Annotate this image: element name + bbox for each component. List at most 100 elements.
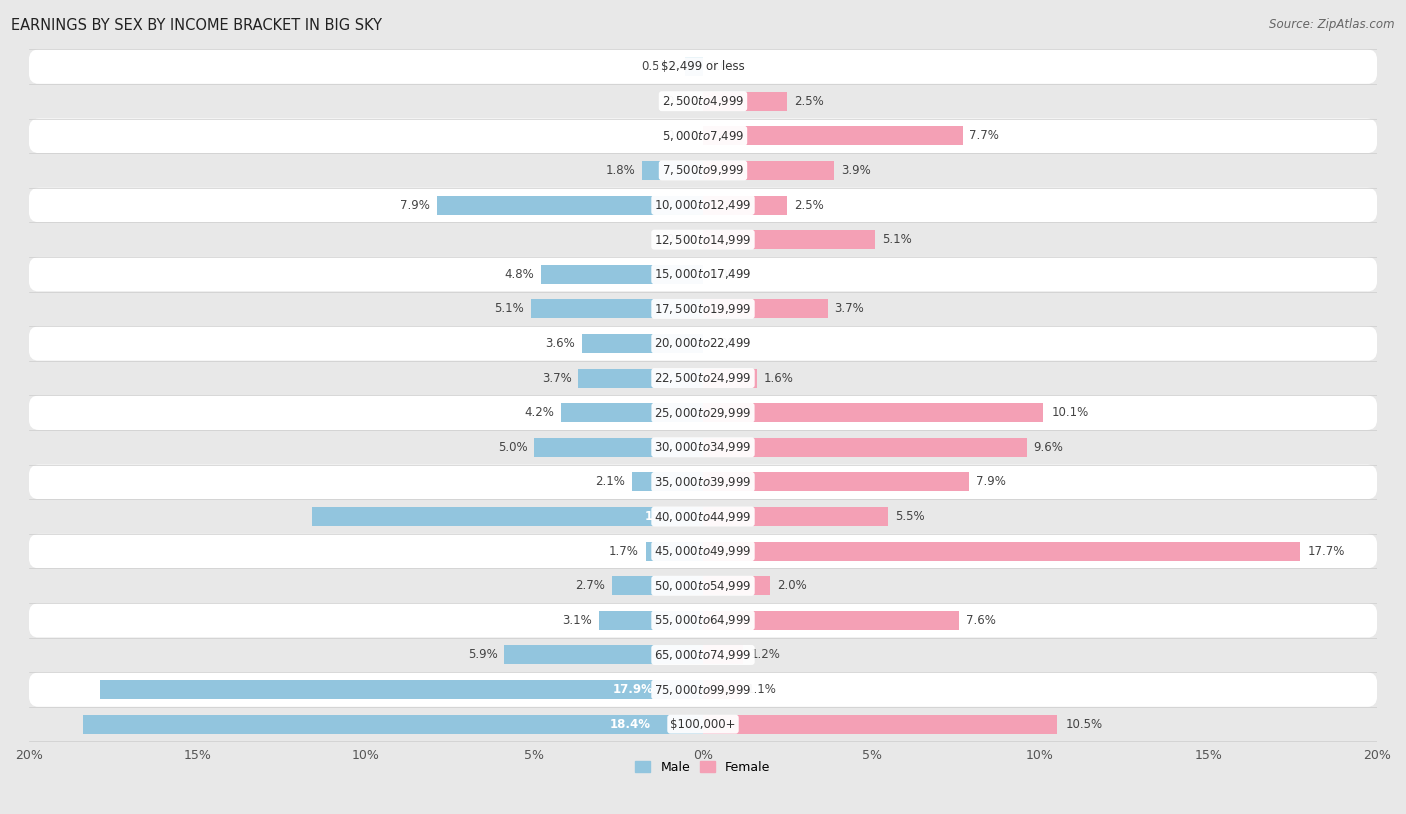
Text: $2,499 or less: $2,499 or less <box>661 60 745 73</box>
Text: 1.6%: 1.6% <box>763 371 793 384</box>
FancyBboxPatch shape <box>30 257 1376 291</box>
Text: 4.2%: 4.2% <box>524 406 555 419</box>
FancyBboxPatch shape <box>30 119 1376 153</box>
Text: $35,000 to $39,999: $35,000 to $39,999 <box>654 475 752 489</box>
Text: 3.9%: 3.9% <box>841 164 870 177</box>
Text: 5.1%: 5.1% <box>882 233 911 246</box>
Text: 7.7%: 7.7% <box>969 129 1000 142</box>
Bar <box>599 610 703 630</box>
Bar <box>703 230 875 249</box>
Text: $17,500 to $19,999: $17,500 to $19,999 <box>654 302 752 316</box>
Text: $2,500 to $4,999: $2,500 to $4,999 <box>662 94 744 108</box>
Bar <box>534 438 703 457</box>
Bar <box>703 403 1043 422</box>
Text: 1.2%: 1.2% <box>751 649 780 662</box>
FancyBboxPatch shape <box>30 361 1376 396</box>
Text: $55,000 to $64,999: $55,000 to $64,999 <box>654 614 752 628</box>
Text: 1.7%: 1.7% <box>609 545 638 558</box>
Text: 2.7%: 2.7% <box>575 580 605 593</box>
Text: $30,000 to $34,999: $30,000 to $34,999 <box>654 440 752 454</box>
Bar <box>582 334 703 353</box>
Bar <box>643 161 703 180</box>
Text: 5.5%: 5.5% <box>896 510 925 523</box>
FancyBboxPatch shape <box>30 568 1376 603</box>
Text: 3.6%: 3.6% <box>546 337 575 350</box>
Text: $20,000 to $22,499: $20,000 to $22,499 <box>654 336 752 351</box>
FancyBboxPatch shape <box>30 672 1376 707</box>
Text: $40,000 to $44,999: $40,000 to $44,999 <box>654 510 752 523</box>
Bar <box>703 541 1299 561</box>
Text: 17.7%: 17.7% <box>1308 545 1346 558</box>
Bar <box>531 300 703 318</box>
Bar <box>578 369 703 387</box>
FancyBboxPatch shape <box>30 84 1376 119</box>
FancyBboxPatch shape <box>30 603 1376 637</box>
Bar <box>703 715 1057 733</box>
Text: $15,000 to $17,499: $15,000 to $17,499 <box>654 267 752 282</box>
Text: 0.0%: 0.0% <box>710 60 740 73</box>
Text: $50,000 to $54,999: $50,000 to $54,999 <box>654 579 752 593</box>
Text: 5.9%: 5.9% <box>468 649 498 662</box>
Bar <box>83 715 703 733</box>
FancyBboxPatch shape <box>30 637 1376 672</box>
Text: $100,000+: $100,000+ <box>671 718 735 731</box>
Text: 2.0%: 2.0% <box>778 580 807 593</box>
Bar <box>685 57 703 77</box>
Bar <box>505 646 703 664</box>
FancyBboxPatch shape <box>30 465 1376 499</box>
Text: $7,500 to $9,999: $7,500 to $9,999 <box>662 164 744 177</box>
Text: 0.0%: 0.0% <box>666 94 696 107</box>
Bar <box>703 680 740 699</box>
FancyBboxPatch shape <box>30 188 1376 222</box>
Bar <box>703 507 889 526</box>
Text: $25,000 to $29,999: $25,000 to $29,999 <box>654 405 752 420</box>
Text: 2.1%: 2.1% <box>596 475 626 488</box>
FancyBboxPatch shape <box>30 50 1376 84</box>
Bar <box>612 576 703 595</box>
Text: 5.0%: 5.0% <box>498 441 527 454</box>
Bar <box>633 472 703 492</box>
Bar <box>703 126 963 146</box>
Text: 9.6%: 9.6% <box>1033 441 1063 454</box>
Bar <box>645 541 703 561</box>
FancyBboxPatch shape <box>30 430 1376 465</box>
FancyBboxPatch shape <box>30 707 1376 742</box>
Text: 3.7%: 3.7% <box>541 371 572 384</box>
Text: 7.9%: 7.9% <box>401 199 430 212</box>
Text: 10.5%: 10.5% <box>1066 718 1102 731</box>
Text: $45,000 to $49,999: $45,000 to $49,999 <box>654 544 752 558</box>
Bar <box>703 610 959 630</box>
Text: 4.8%: 4.8% <box>505 268 534 281</box>
Legend: Male, Female: Male, Female <box>630 755 776 779</box>
Bar <box>703 438 1026 457</box>
Bar <box>703 576 770 595</box>
FancyBboxPatch shape <box>30 291 1376 326</box>
Text: 0.0%: 0.0% <box>666 233 696 246</box>
FancyBboxPatch shape <box>30 534 1376 568</box>
Text: 5.1%: 5.1% <box>495 302 524 315</box>
Text: $75,000 to $99,999: $75,000 to $99,999 <box>654 683 752 697</box>
FancyBboxPatch shape <box>30 222 1376 257</box>
Text: $10,000 to $12,499: $10,000 to $12,499 <box>654 198 752 212</box>
Text: $5,000 to $7,499: $5,000 to $7,499 <box>662 129 744 142</box>
FancyBboxPatch shape <box>30 396 1376 430</box>
Text: 0.0%: 0.0% <box>710 337 740 350</box>
Text: 3.7%: 3.7% <box>834 302 865 315</box>
Text: 11.6%: 11.6% <box>644 510 685 523</box>
Text: 1.1%: 1.1% <box>747 683 776 696</box>
Bar <box>703 195 787 215</box>
Text: EARNINGS BY SEX BY INCOME BRACKET IN BIG SKY: EARNINGS BY SEX BY INCOME BRACKET IN BIG… <box>11 18 382 33</box>
Bar <box>561 403 703 422</box>
Text: 0.53%: 0.53% <box>641 60 679 73</box>
Bar <box>703 92 787 111</box>
Text: 0.0%: 0.0% <box>666 129 696 142</box>
Bar <box>312 507 703 526</box>
Text: 7.6%: 7.6% <box>966 614 995 627</box>
Bar <box>703 161 834 180</box>
Bar <box>703 472 969 492</box>
FancyBboxPatch shape <box>30 153 1376 188</box>
Text: 0.0%: 0.0% <box>710 268 740 281</box>
Bar <box>703 369 756 387</box>
FancyBboxPatch shape <box>30 326 1376 361</box>
Text: Source: ZipAtlas.com: Source: ZipAtlas.com <box>1270 18 1395 31</box>
